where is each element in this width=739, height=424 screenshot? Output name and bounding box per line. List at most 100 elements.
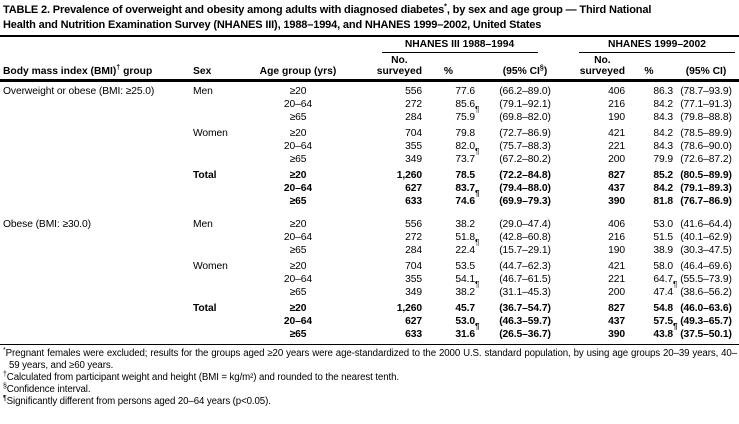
cell-ci-2: (38.6–56.2) [680, 286, 732, 298]
cell-no-surveyed-1: 349 [405, 153, 422, 165]
cell-no-surveyed-1: 355 [405, 140, 422, 152]
table-row: ≥65 349 73.7¶ (67.2–80.2) 200 79.9 (72.6–87.2) [0, 147, 739, 166]
cell-ci-1: (36.7–54.7) [499, 302, 551, 314]
table-body: Overweight or obese (BMI: ≥25.0) Men ≥20 55… [0, 85, 739, 341]
cell-pct-2: 84.3 [653, 111, 673, 123]
cell-no-surveyed-1: 556 [405, 85, 422, 97]
cell-age-group: ≥65 [289, 328, 307, 340]
table-row: ≥65 284 22.4¶ (15.7–29.1) 190 38.9 (30.3–47.5) [0, 238, 739, 257]
cell-no-surveyed-2: 437 [608, 182, 625, 194]
cell-pct-1: 53.0 [455, 315, 475, 327]
cell-age-group: 20–64 [283, 140, 313, 152]
cell-ci-1: (29.0–47.4) [499, 218, 551, 230]
table-row: ≥65 633 31.6¶ (26.5–36.7) 390 43.8¶ (37.5–50.1… [0, 321, 739, 341]
cell-ci-1: (44.7–62.3) [499, 260, 551, 272]
title-line-1: TABLE 2. Prevalence of overweight and ob… [3, 3, 737, 18]
cell-age-group: ≥20 [289, 218, 307, 230]
cell-no-surveyed-1: 272 [405, 98, 422, 110]
col-header-text: % [443, 65, 454, 77]
cell-no-surveyed-1: 284 [405, 111, 422, 123]
cell-pct-2: 81.8 [653, 195, 673, 207]
cell-age-group: 20–64 [283, 315, 313, 327]
group-label-line-2: 1999–2002 [654, 39, 706, 50]
title-text: , by sex and age group — Third National [446, 4, 652, 16]
cell-no-surveyed-1: 1,260 [396, 169, 422, 181]
cell-age-group: 20–64 [283, 98, 313, 110]
cell-pct-1: 38.2 [455, 218, 475, 230]
col-header-ci-2: (95% CI) [673, 64, 739, 78]
cell-no-surveyed-1: 704 [405, 260, 422, 272]
col-header-text: Age group (yrs) [259, 65, 337, 77]
cell-no-surveyed-2: 390 [608, 195, 625, 207]
dagger-footnote-marker: † [116, 64, 121, 72]
table-row: Women ≥20 704 79.8 (72.7–86.9) 421 84.2 (78.5–8… [0, 127, 739, 140]
footnote-bmi-calculation: †Calculated from participant weight and … [3, 371, 737, 384]
title-rule [0, 35, 739, 37]
footnote-text: Significantly different from persons age… [6, 395, 271, 407]
cell-no-surveyed-2: 437 [608, 315, 625, 327]
cell-pct-1: 31.6¶ [455, 321, 480, 340]
cell-ci-2: (78.6–90.0) [680, 140, 732, 152]
cell-no-surveyed-1: 556 [405, 218, 422, 230]
cell-no-surveyed-2: 827 [608, 302, 625, 314]
cell-no-surveyed-2: 827 [608, 169, 625, 181]
cell-no-surveyed-2: 190 [608, 111, 625, 123]
cell-ci-1: (42.8–60.8) [499, 231, 551, 243]
cell-pct-2: 58.0 [653, 260, 673, 272]
cell-ci-2: (46.4–69.6) [680, 260, 732, 272]
cell-ci-1: (72.7–86.9) [499, 127, 551, 139]
cell-pct-1: 45.7 [455, 302, 475, 314]
cell-sex: Total [193, 169, 217, 181]
cell-no-surveyed-1: 633 [405, 328, 422, 340]
cell-ci-2: (46.0–63.6) [680, 302, 732, 314]
table-row: 20–64 355 54.1 (46.7–61.5) 221 64.7 (55.5–73.9… [0, 273, 739, 286]
col-header-ci-1: (95% CI§) [475, 64, 575, 78]
table-row: 20–64 627 53.0 (46.3–59.7) 437 57.5 (49.3–65.7… [0, 315, 739, 328]
cell-age-group: ≥65 [289, 111, 307, 123]
cell-pct-2: 86.3 [653, 85, 673, 97]
cell-ci-2: (76.7–86.9) [680, 195, 732, 207]
cell-ci-1: (31.1–45.3) [499, 286, 551, 298]
cell-age-group: 20–64 [283, 182, 313, 194]
cell-ci-1: (69.9–79.3) [499, 195, 551, 207]
cell-sex: Men [193, 218, 213, 230]
cell-no-surveyed-2: 221 [608, 273, 625, 285]
cell-ci-2: (37.5–50.1) [680, 328, 732, 340]
cell-no-surveyed-2: 406 [608, 85, 625, 97]
section-footnote-marker: § [539, 64, 544, 72]
table-row: 20–64 272 85.6 (79.1–92.1) 216 84.2 (77.1–91.3… [0, 98, 739, 111]
cell-ci-1: (66.2–89.0) [499, 85, 551, 97]
cell-pct-1: 85.6 [455, 98, 475, 110]
cell-ci-2: (40.1–62.9) [680, 231, 732, 243]
cell-pct-2: 54.8 [653, 302, 673, 314]
cell-no-surveyed-1: 627 [405, 182, 422, 194]
cell-ci-2: (79.1–89.3) [680, 182, 732, 194]
table-row: ≥65 633 74.6¶ (69.9–79.3) 390 81.8 (76.7–86.9) [0, 189, 739, 208]
cell-age-group: ≥65 [289, 195, 307, 207]
cell-pct-2: 64.7 [653, 273, 673, 285]
group-label-line-1: NHANES III [404, 39, 460, 50]
cell-no-surveyed-2: 216 [608, 98, 625, 110]
cell-age-group: ≥20 [289, 169, 307, 181]
cell-age-group: ≥65 [289, 153, 307, 165]
cell-pct-1: 83.7 [455, 182, 475, 194]
cell-age-group: ≥65 [289, 286, 307, 298]
footnote-confidence-interval: §Confidence interval. [3, 382, 737, 396]
cell-pct-2: 43.8¶ [653, 321, 678, 340]
cell-ci-1: (79.1–92.1) [499, 98, 551, 110]
col-header-pct-1: % [422, 64, 475, 78]
cell-no-surveyed-2: 406 [608, 218, 625, 230]
table-row: Women ≥20 704 53.5 (44.7–62.3) 421 58.0 (46.4–6… [0, 260, 739, 273]
cell-pct-1: 77.6 [455, 85, 475, 97]
footnote-text: Confidence interval. [6, 383, 91, 395]
cell-no-surveyed-2: 200 [608, 286, 625, 298]
cell-age-group: ≥20 [289, 85, 307, 97]
group-label-line-1: NHANES [608, 39, 652, 50]
cell-ci-2: (72.6–87.2) [680, 153, 732, 165]
cell-age-group: ≥20 [289, 127, 307, 139]
cell-pct-2: 84.2 [653, 182, 673, 194]
column-group-nhanes-iii: NHANES III 1988–1994 [344, 39, 575, 53]
asterisk-footnote-marker: * [444, 3, 447, 11]
cell-no-surveyed-1: 284 [405, 244, 422, 256]
col-header-text: (95% CI) [685, 65, 727, 77]
